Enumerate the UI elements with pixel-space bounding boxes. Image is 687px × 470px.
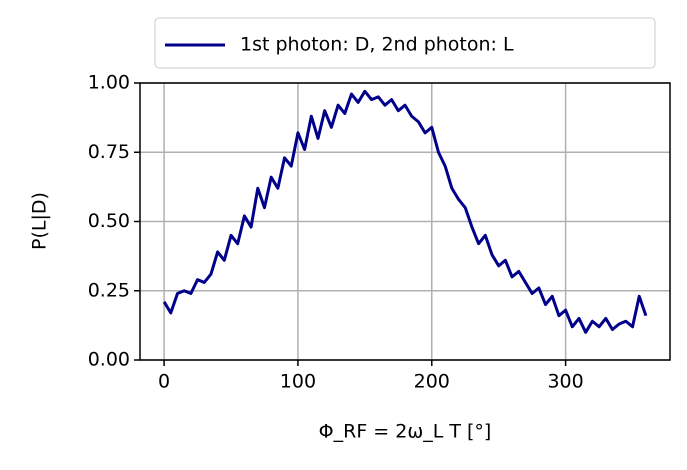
- y-tick-label: 0.75: [88, 141, 130, 163]
- y-tick-label: 0.25: [88, 279, 130, 301]
- plot-frame: [139, 82, 671, 361]
- x-tick-label: 200: [414, 371, 450, 393]
- data-line: [162, 89, 648, 334]
- x-tick-label: 100: [280, 371, 316, 393]
- x-axis-label: Φ_RF = 2ω_L T [°]: [319, 421, 492, 443]
- x-tick-label: 0: [158, 371, 170, 393]
- y-axis-label: P(L|D): [29, 192, 51, 250]
- legend-label: 1st photon: D, 2nd photon: L: [240, 34, 514, 56]
- y-tick-label: 0.50: [88, 210, 130, 232]
- y-tick-label: 0.00: [88, 349, 130, 371]
- y-tick-label: 1.00: [88, 72, 130, 94]
- legend-box: [154, 17, 656, 69]
- x-tick-label: 300: [547, 371, 583, 393]
- legend: [154, 17, 656, 69]
